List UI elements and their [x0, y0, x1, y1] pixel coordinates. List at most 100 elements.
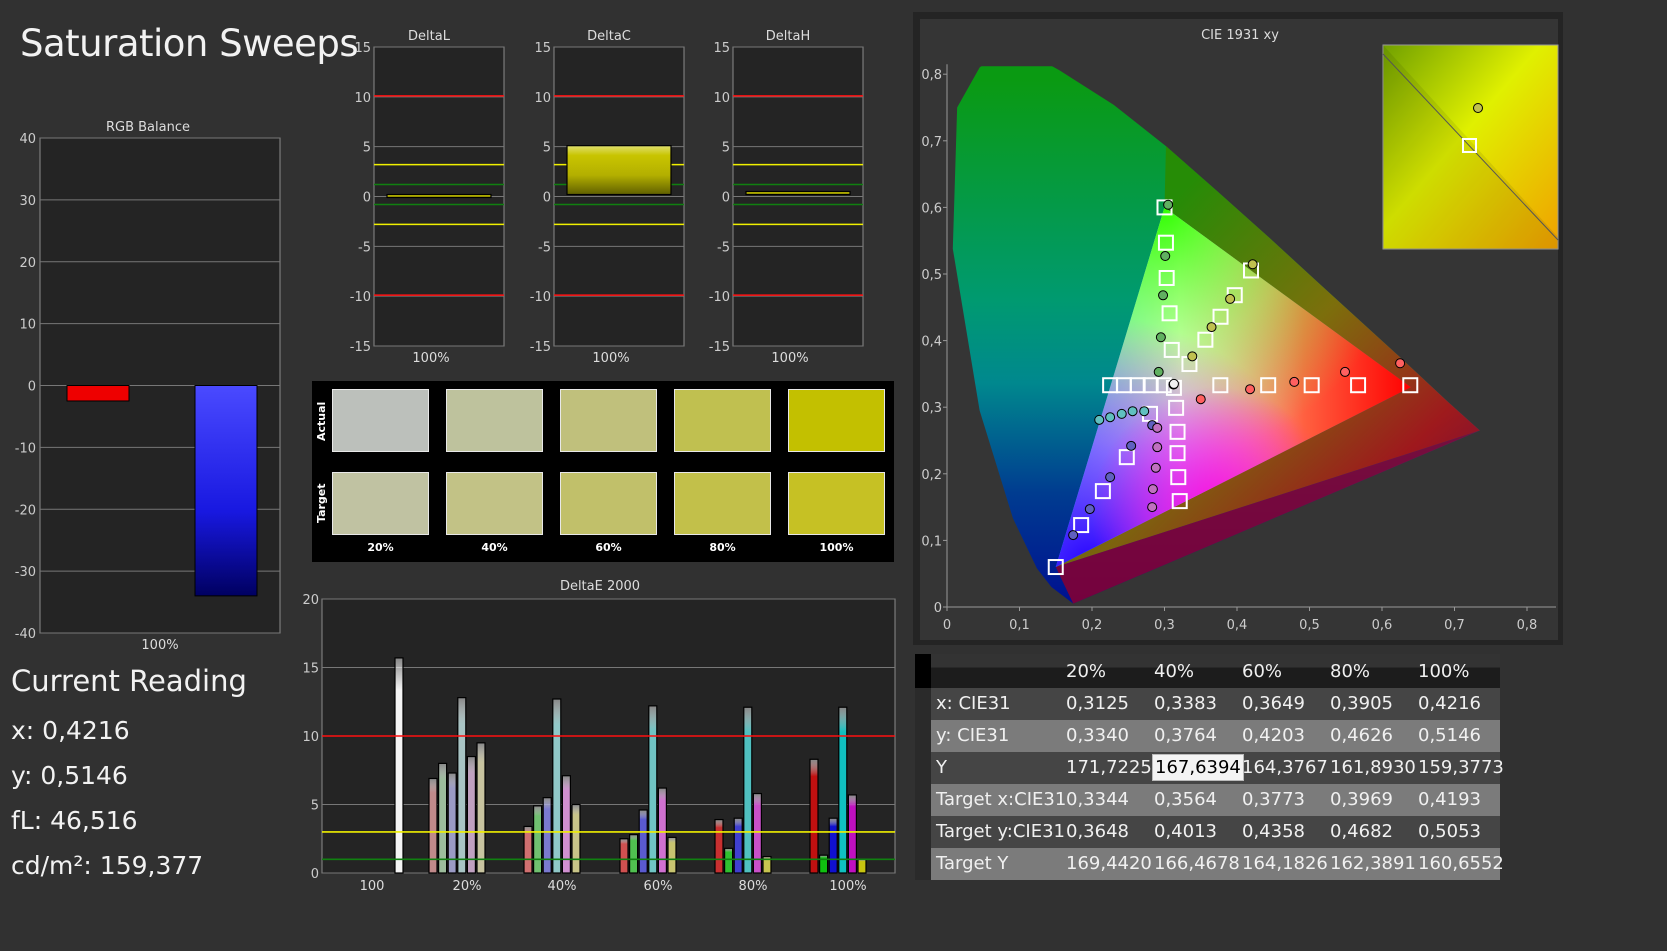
- table-cell[interactable]: 166,4678: [1154, 853, 1240, 874]
- y-tick-label: 0,1: [921, 534, 942, 549]
- table-cell[interactable]: 162,3891: [1330, 853, 1416, 874]
- table-cell[interactable]: 0,5146: [1418, 725, 1481, 746]
- y-tick-label: 20: [19, 256, 36, 271]
- y-tick-label: 15: [354, 41, 371, 56]
- column-header: 80%: [1330, 661, 1371, 682]
- purple-line-region: [1055, 430, 1480, 604]
- table-row[interactable]: x: CIE31 0,3125 0,3383 0,3649 0,3905 0,4216: [915, 688, 1500, 720]
- y-tick-label: 10: [19, 318, 36, 333]
- target-marker: [1157, 234, 1174, 251]
- y-tick-label: 0,3: [921, 401, 942, 416]
- table-cell[interactable]: 0,3564: [1154, 789, 1217, 810]
- deltae-bar: [847, 794, 858, 874]
- deltae-bar: [542, 797, 552, 874]
- table-cell[interactable]: 169,4420: [1066, 853, 1152, 874]
- swatch-target-3: [674, 472, 771, 535]
- y-tick-label: 0: [934, 601, 942, 616]
- y-tick-label: -10: [709, 290, 730, 305]
- column-header: 20%: [1066, 661, 1107, 682]
- table-cell[interactable]: 171,7225: [1066, 757, 1152, 778]
- x-tick-label: 60%: [644, 879, 673, 894]
- table-row[interactable]: Y 171,7225 167,6394 164,3767 161,8930 159,377…: [915, 752, 1504, 784]
- x-tick-label: 0,5: [1299, 618, 1320, 633]
- x-tick-label: 0,4: [1227, 618, 1248, 633]
- table-cell[interactable]: 0,3764: [1154, 725, 1217, 746]
- deltae-bar: [828, 817, 838, 874]
- table-cell[interactable]: 0,4203: [1242, 725, 1305, 746]
- y-tick-label: 10: [354, 91, 371, 106]
- inset-actual-marker: [1473, 103, 1483, 113]
- y-tick-label: -5: [358, 240, 371, 255]
- swatch-target-2: [560, 472, 657, 535]
- chart-title: DeltaE 2000: [560, 579, 640, 594]
- delta-bar: [566, 145, 672, 196]
- table-cell[interactable]: 159,3773: [1418, 757, 1504, 778]
- table-cell[interactable]: 0,3773: [1242, 789, 1305, 810]
- deltae-bar: [428, 777, 438, 874]
- outer-gamut-region: [1055, 146, 1480, 604]
- table-cell[interactable]: 164,3767: [1242, 757, 1328, 778]
- table-cell[interactable]: 0,4013: [1154, 821, 1217, 842]
- y-tick-label: 5: [363, 141, 371, 156]
- x-tick-label: 100%: [771, 351, 808, 366]
- page-title: Saturation Sweeps: [20, 22, 359, 65]
- table-cell[interactable]: 0,3340: [1066, 725, 1129, 746]
- y-tick-label: 5: [543, 141, 551, 156]
- table-cell[interactable]: 0,3649: [1242, 693, 1305, 714]
- target-marker: [1169, 423, 1186, 440]
- selected-cell[interactable]: 167,6394: [1152, 754, 1244, 781]
- table-cell[interactable]: 0,3905: [1330, 693, 1393, 714]
- chart-title: DeltaC: [587, 29, 631, 44]
- table-cell[interactable]: 160,6552: [1418, 853, 1504, 874]
- table-header: 20% 40% 60% 80% 100%: [915, 654, 1500, 688]
- table-cell[interactable]: 0,5053: [1418, 821, 1481, 842]
- table-cell[interactable]: 0,3344: [1066, 789, 1129, 810]
- target-marker: [1158, 269, 1175, 286]
- y-tick-label: 40: [19, 132, 36, 147]
- y-tick-label: 10: [534, 91, 551, 106]
- y-tick-label: -10: [530, 290, 551, 305]
- table-row[interactable]: y: CIE31 0,3340 0,3764 0,4203 0,4626 0,5146: [915, 720, 1500, 752]
- target-marker: [1212, 308, 1229, 325]
- table-row[interactable]: Target y:CIE31 0,3648 0,4013 0,4358 0,4682 0,…: [915, 816, 1500, 848]
- table-row[interactable]: Target Y 169,4420 166,4678 164,1826 162,3891…: [915, 848, 1504, 880]
- row-label: x: CIE31: [936, 693, 1011, 714]
- target-marker: [1170, 469, 1187, 486]
- deltae-bar: [857, 858, 867, 874]
- table-row[interactable]: Target x:CIE31 0,3344 0,3564 0,3773 0,3969 0,…: [915, 784, 1500, 816]
- swatch-column-label: 60%: [595, 541, 622, 554]
- y-tick-label: 10: [302, 730, 319, 745]
- actual-marker: [1127, 406, 1138, 417]
- table-cell[interactable]: 0,3648: [1066, 821, 1129, 842]
- y-tick-label: 0,7: [921, 135, 942, 150]
- row-label: Target Y: [936, 853, 1009, 874]
- table-cell[interactable]: 161,8930: [1330, 757, 1416, 778]
- chart-title: RGB Balance: [106, 120, 190, 135]
- y-tick-label: 0,5: [921, 268, 942, 283]
- actual-marker: [1187, 351, 1198, 362]
- y-tick-label: 0: [363, 191, 371, 206]
- deltae-bar: [762, 855, 772, 874]
- actual-marker: [1152, 422, 1163, 433]
- actual-marker: [1225, 293, 1236, 304]
- row-label: y: CIE31: [936, 725, 1010, 746]
- swatch-target-0: [332, 472, 429, 535]
- y-tick-label: -5: [717, 240, 730, 255]
- deltae-bar: [561, 775, 571, 874]
- table-cell[interactable]: 0,3125: [1066, 693, 1129, 714]
- deltae-bar: [724, 847, 734, 874]
- table-cell[interactable]: 0,4682: [1330, 821, 1393, 842]
- table-cell[interactable]: 0,4358: [1242, 821, 1305, 842]
- table-cell[interactable]: 164,1826: [1242, 853, 1328, 874]
- y-tick-label: 0,8: [921, 68, 942, 83]
- reading-x: x: 0,4216: [11, 716, 130, 745]
- table-cell[interactable]: 0,4626: [1330, 725, 1393, 746]
- target-marker: [1102, 377, 1119, 394]
- table-cell[interactable]: 0,4216: [1418, 693, 1481, 714]
- current-reading-title: Current Reading: [11, 664, 247, 698]
- actual-marker: [1139, 406, 1150, 417]
- table-cell[interactable]: 0,3383: [1154, 693, 1217, 714]
- table-cell[interactable]: 0,3969: [1330, 789, 1393, 810]
- table-cell[interactable]: 0,4193: [1418, 789, 1481, 810]
- target-marker: [1047, 559, 1064, 576]
